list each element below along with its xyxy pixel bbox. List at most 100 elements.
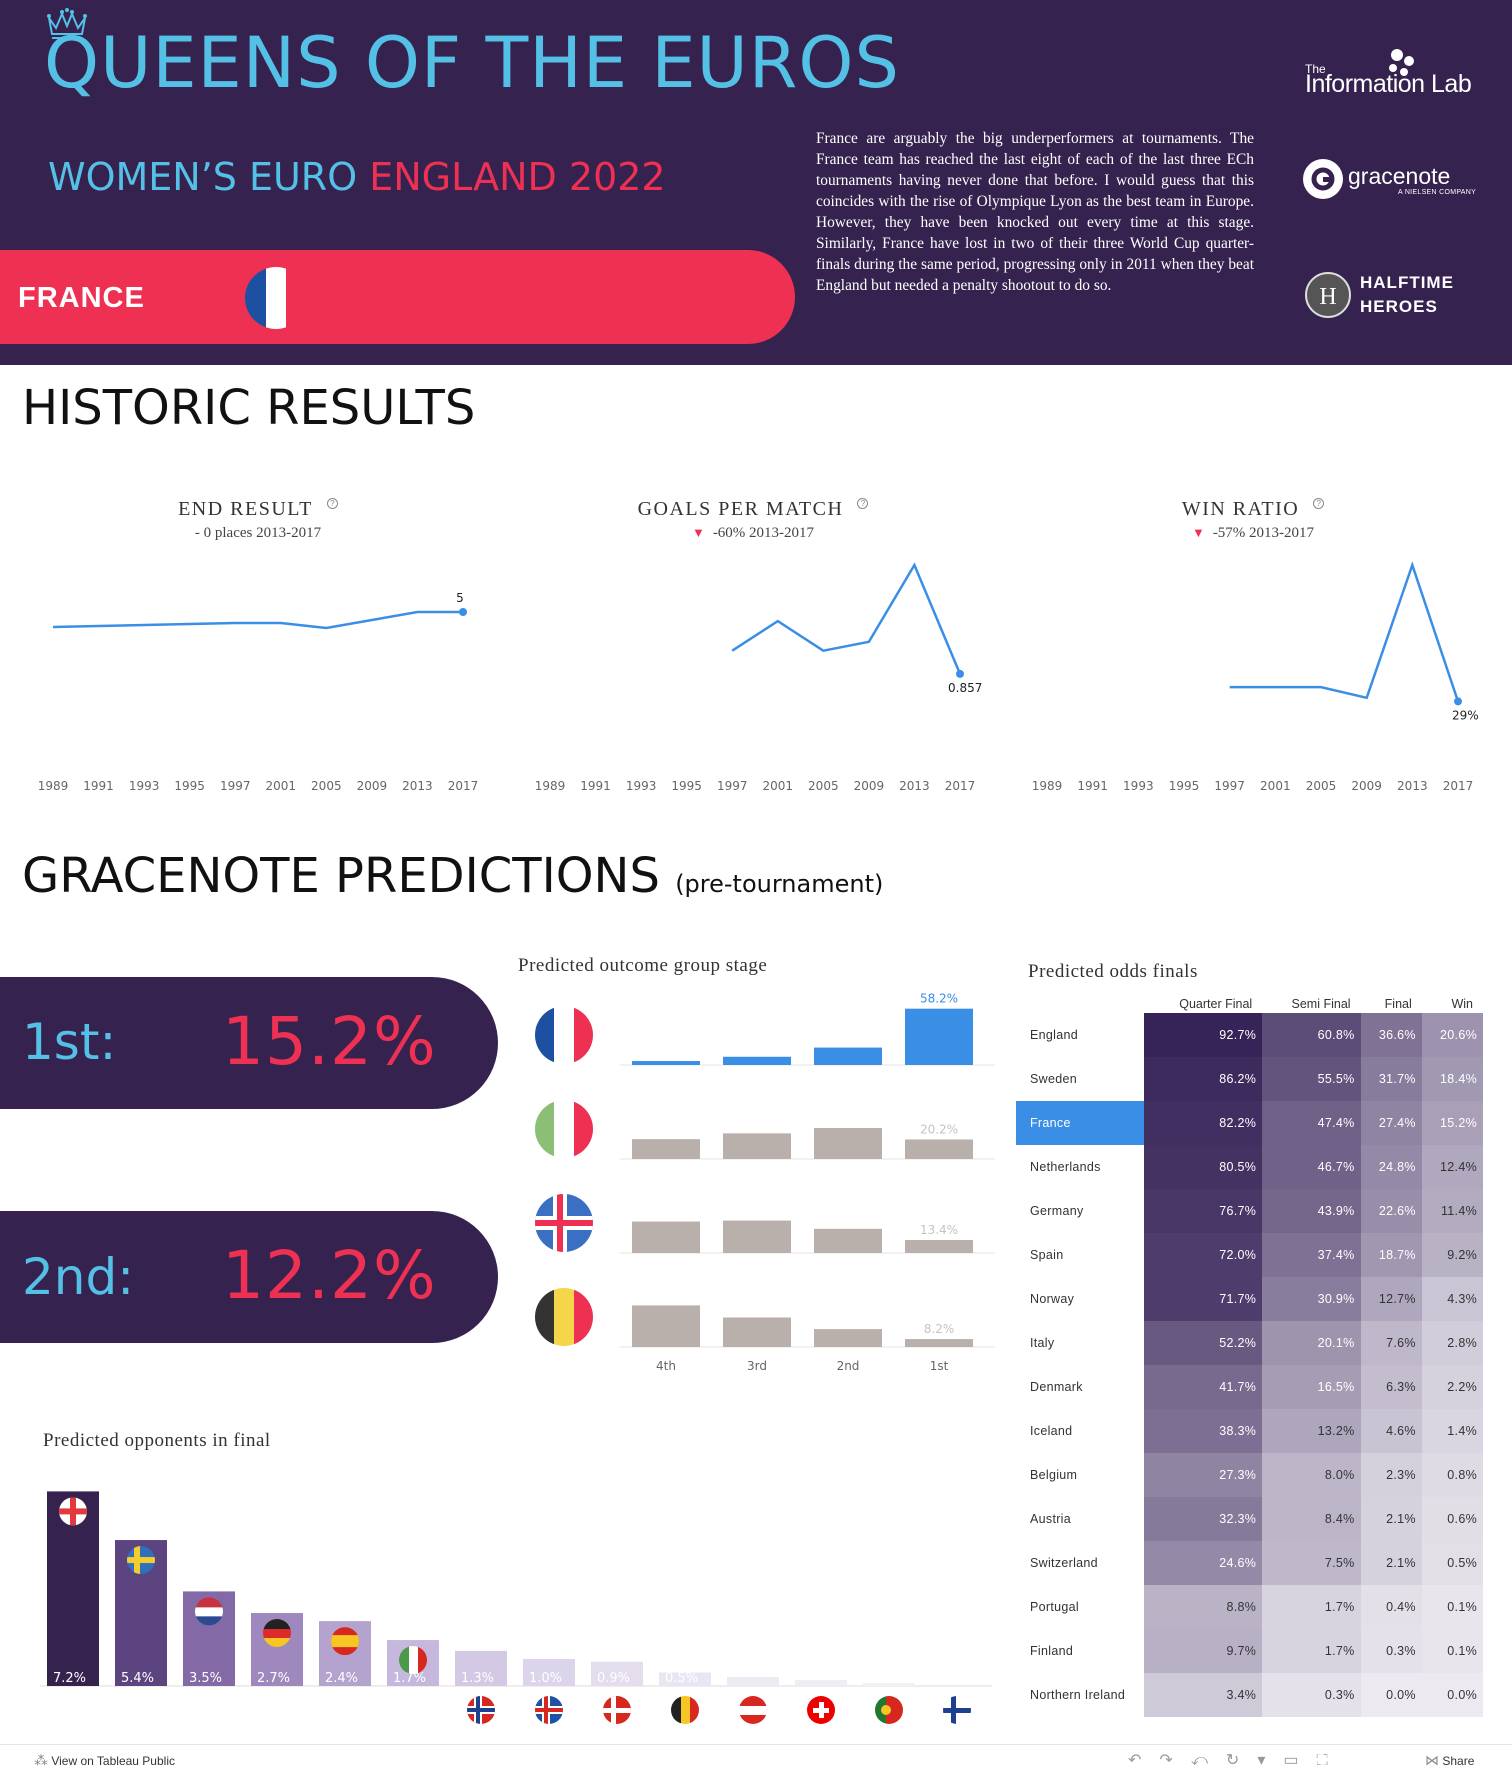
bar-value-label: 1.3% bbox=[461, 1671, 494, 1686]
pause-icon[interactable]: ▾ bbox=[1257, 1752, 1284, 1769]
halftime-heroes-icon: H bbox=[1305, 272, 1351, 318]
view-on-tableau-link[interactable]: ⁂ View on Tableau Public bbox=[34, 1752, 175, 1769]
down-triangle-icon: ▼ bbox=[1191, 525, 1205, 540]
bar bbox=[795, 1680, 847, 1686]
france-flag-icon bbox=[535, 1006, 593, 1064]
country-cell: Italy bbox=[1030, 1336, 1055, 1350]
info-lab-dots-icon bbox=[1389, 49, 1414, 76]
odds-cell: 0.3% bbox=[1262, 1673, 1361, 1717]
fullscreen-icon[interactable]: ⛶ bbox=[1316, 1752, 1346, 1769]
odds-cell: 0.1% bbox=[1421, 1585, 1483, 1629]
group-stage-chart: 58.2% 20.2% 13.4% 8.2% 4th 3rd 2nd 1st bbox=[535, 992, 995, 1373]
flag-part bbox=[943, 1708, 971, 1713]
second-place-value: 12.2% bbox=[222, 1237, 437, 1314]
info-icon[interactable]: ? bbox=[1313, 498, 1325, 509]
odds-cell: 13.2% bbox=[1262, 1409, 1361, 1453]
country-cell: Iceland bbox=[1030, 1424, 1073, 1438]
down-triangle-icon: ▼ bbox=[691, 525, 705, 540]
bar bbox=[659, 1672, 711, 1686]
predictions-note: (pre-tournament) bbox=[675, 870, 884, 898]
flag-part bbox=[881, 1705, 891, 1715]
win-ratio-chart: 29% 1989 1991 1993 1995 1997 2001 2005 2009 2013 2… bbox=[1032, 561, 1479, 793]
first-place-value: 15.2% bbox=[222, 1003, 437, 1080]
page-title: QUEENS OF THE EUROS bbox=[44, 22, 900, 104]
odds-cell: 8.8% bbox=[1144, 1585, 1263, 1629]
undo-icon[interactable]: ↶ bbox=[1128, 1752, 1160, 1769]
odds-cell: 20.1% bbox=[1262, 1321, 1361, 1365]
flag-part bbox=[263, 1629, 291, 1639]
bar-value-label: 8.2% bbox=[924, 1322, 955, 1336]
x-tick-label: 2005 bbox=[1306, 779, 1337, 793]
italy-flag-icon bbox=[535, 1100, 593, 1158]
column-header: Final bbox=[1384, 997, 1412, 1011]
x-tick-label: 1995 bbox=[174, 779, 205, 793]
x-tick-label: 2009 bbox=[357, 779, 388, 793]
x-tick-label: 1993 bbox=[626, 779, 657, 793]
share-button[interactable]: ⋈ Share bbox=[1425, 1752, 1474, 1769]
flag-part bbox=[813, 1708, 829, 1713]
odds-cell: 2.3% bbox=[1360, 1453, 1422, 1497]
bar bbox=[632, 1139, 700, 1159]
end-result-chart: 5 1989 1991 1993 1995 1997 2001 2005 2009 2013 201… bbox=[38, 591, 479, 793]
gracenote-sub: A NIELSEN COMPANY bbox=[1398, 189, 1477, 196]
odds-cell: 72.0% bbox=[1144, 1233, 1263, 1277]
odds-finals-title: Predicted odds finals bbox=[1028, 961, 1198, 982]
info-icon[interactable]: ? bbox=[326, 498, 338, 509]
country-cell: Northern Ireland bbox=[1030, 1688, 1126, 1702]
odds-cell: 37.4% bbox=[1262, 1233, 1361, 1277]
country-cell: Sweden bbox=[1030, 1072, 1077, 1086]
bar bbox=[723, 1133, 791, 1159]
odds-finals-table: Quarter Final Semi Final Final Win Engla… bbox=[1016, 995, 1483, 1717]
toolbar-icons: ↶↷⤺↻▾▭⛶ bbox=[1128, 1750, 1346, 1770]
odds-cell: 2.1% bbox=[1360, 1497, 1422, 1541]
team-banner bbox=[0, 250, 795, 344]
series-line bbox=[52, 610, 463, 630]
table-row: England 92.7% 60.8% 36.6% 20.6% bbox=[1016, 1013, 1483, 1057]
flag-stripe bbox=[574, 1288, 593, 1346]
odds-cell: 24.8% bbox=[1360, 1145, 1422, 1189]
x-tick-label: 2017 bbox=[448, 779, 479, 793]
opponent-bar-portugal bbox=[863, 1683, 915, 1724]
table-row: Spain 72.0% 37.4% 18.7% 9.2% bbox=[1016, 1233, 1483, 1277]
x-tick-label: 1995 bbox=[671, 779, 702, 793]
refresh-icon[interactable]: ↻ bbox=[1225, 1752, 1258, 1769]
info-icon[interactable]: ? bbox=[857, 498, 869, 509]
country-cell: England bbox=[1030, 1028, 1078, 1042]
flag-part bbox=[690, 1696, 699, 1724]
country-cell: Norway bbox=[1030, 1292, 1075, 1306]
flag-cross bbox=[557, 1194, 563, 1252]
flag-part bbox=[739, 1706, 767, 1715]
odds-cell: 8.4% bbox=[1262, 1497, 1361, 1541]
x-tick-label: 2nd bbox=[837, 1359, 860, 1373]
odds-cell: 1.7% bbox=[1262, 1585, 1361, 1629]
bar bbox=[632, 1305, 700, 1347]
switzerland-flag-icon bbox=[807, 1696, 835, 1724]
opponents-final-title: Predicted opponents in final bbox=[43, 1430, 271, 1451]
redo-icon[interactable]: ↷ bbox=[1159, 1752, 1191, 1769]
finland-flag-icon bbox=[943, 1696, 971, 1724]
goals-per-match-chart: 0.857 1989 1991 1993 1995 1997 2001 2005 2009 201… bbox=[535, 562, 982, 793]
device-icon[interactable]: ▭ bbox=[1283, 1752, 1317, 1769]
opponent-bar-switzerland bbox=[795, 1680, 847, 1724]
flag-stripe bbox=[554, 1100, 574, 1158]
revert-icon[interactable]: ⤺ bbox=[1190, 1752, 1226, 1769]
country-cell: Netherlands bbox=[1030, 1160, 1101, 1174]
first-place-pill bbox=[0, 977, 498, 1109]
odds-cell: 3.4% bbox=[1144, 1673, 1263, 1717]
odds-cell: 4.6% bbox=[1360, 1409, 1422, 1453]
x-tick-label: 2017 bbox=[945, 779, 976, 793]
odds-cell: 2.1% bbox=[1360, 1541, 1422, 1585]
opponent-bar-belgium: 0.5% bbox=[659, 1671, 711, 1724]
table-row: Finland 9.7% 1.7% 0.3% 0.1% bbox=[1016, 1629, 1483, 1673]
odds-cell: 0.6% bbox=[1421, 1497, 1483, 1541]
bar bbox=[523, 1658, 575, 1686]
opponent-bar-spain: 2.4% bbox=[319, 1621, 371, 1686]
country-cell: Finland bbox=[1030, 1644, 1074, 1658]
country-cell: Switzerland bbox=[1030, 1556, 1098, 1570]
bar bbox=[905, 1139, 973, 1159]
flag-stripe bbox=[535, 1288, 554, 1346]
sweden-flag-icon bbox=[127, 1546, 155, 1575]
predictions-heading: GRACENOTE PREDICTIONS (pre-tournament) bbox=[22, 848, 883, 904]
opponent-bar-italy: 1.7% bbox=[387, 1640, 439, 1686]
spain-flag-icon bbox=[331, 1627, 359, 1656]
